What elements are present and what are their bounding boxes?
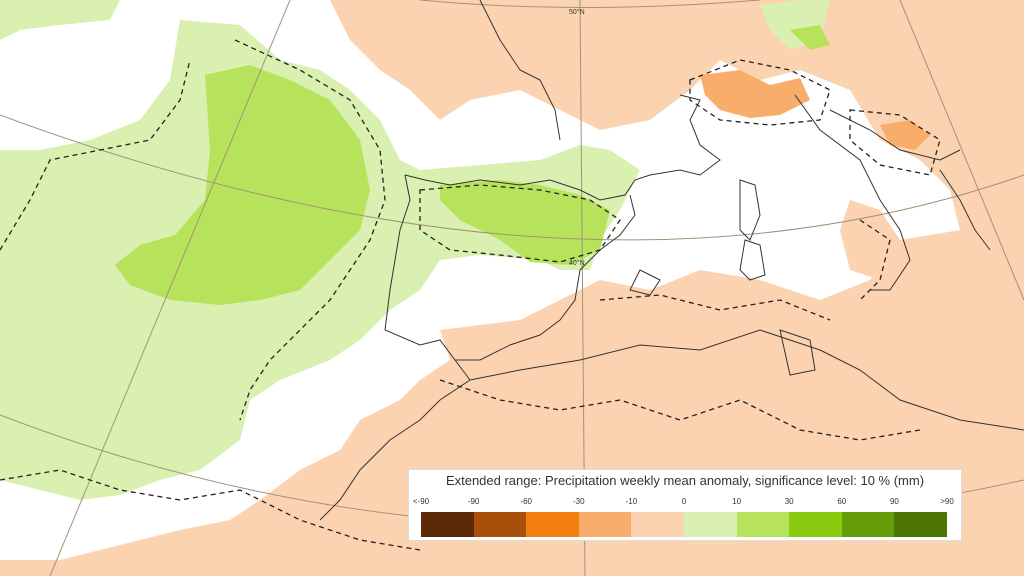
moderate-dry-patch xyxy=(700,70,930,150)
legend-tick-label: 10 xyxy=(732,497,742,506)
legend-swatch xyxy=(789,512,842,537)
lat-label-40n: 40°N xyxy=(569,260,585,267)
legend-swatch xyxy=(894,512,947,537)
lat-label-50n: 50°N xyxy=(569,9,585,16)
legend-tick-label: -30 xyxy=(573,497,585,506)
legend-tick-label: >90 xyxy=(940,497,954,506)
legend-tick-label: <-90 xyxy=(412,497,430,506)
moderate-wet-regions xyxy=(115,25,830,305)
legend-swatch xyxy=(841,512,895,537)
legend-tick-label: 60 xyxy=(837,497,847,506)
legend-tick-label: -10 xyxy=(625,497,638,506)
legend-tick-label: -90 xyxy=(467,497,480,506)
legend-color-bar xyxy=(421,512,947,537)
legend-tick-label: 30 xyxy=(784,497,794,506)
legend-tick-label: 90 xyxy=(889,497,899,506)
legend-swatch xyxy=(526,512,579,537)
legend-swatch xyxy=(421,512,474,537)
legend-swatch xyxy=(473,512,527,537)
significance-contours xyxy=(0,39,941,551)
legend-swatch xyxy=(736,512,790,537)
legend-swatch xyxy=(578,512,632,537)
legend-tick-label: 0 xyxy=(681,497,687,506)
color-legend: Extended range: Precipitation weekly mea… xyxy=(408,469,962,541)
legend-swatch xyxy=(631,512,684,537)
legend-title: Extended range: Precipitation weekly mea… xyxy=(445,473,925,488)
legend-tick-label: -60 xyxy=(520,497,532,506)
legend-swatch xyxy=(683,512,737,537)
legend-tick-row: <-90 -90 -60 -30 -10 0 10 30 60 90 >90 xyxy=(413,497,954,509)
